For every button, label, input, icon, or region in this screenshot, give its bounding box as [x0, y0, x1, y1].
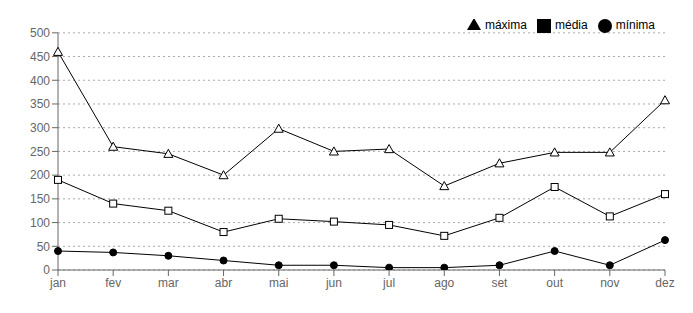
svg-text:set: set — [491, 276, 508, 290]
svg-text:dez: dez — [655, 276, 674, 290]
svg-text:mar: mar — [158, 276, 179, 290]
svg-text:250: 250 — [30, 145, 50, 159]
html-text:mínima: mínima — [615, 18, 655, 32]
svg-text:350: 350 — [30, 97, 50, 111]
svg-text:100: 100 — [30, 216, 50, 230]
svg-text:400: 400 — [30, 74, 50, 88]
svg-text:500: 500 — [30, 26, 50, 40]
svg-text:450: 450 — [30, 50, 50, 64]
svg-text:200: 200 — [30, 168, 50, 182]
svg-text:mai: mai — [269, 276, 288, 290]
svg-text:0: 0 — [43, 263, 50, 277]
svg-text:50: 50 — [37, 240, 51, 254]
svg-text:ago: ago — [434, 276, 454, 290]
svg-text:150: 150 — [30, 192, 50, 206]
svg-text:out: out — [546, 276, 563, 290]
svg-text:jan: jan — [49, 276, 66, 290]
svg-text:abr: abr — [215, 276, 232, 290]
svg-text:fev: fev — [105, 276, 121, 290]
svg-text:300: 300 — [30, 121, 50, 135]
svg-text:jun: jun — [325, 276, 342, 290]
html-text:média: média — [555, 18, 588, 32]
svg-text:nov: nov — [600, 276, 619, 290]
html-text:máxima: máxima — [485, 18, 527, 32]
svg-text:jul: jul — [382, 276, 395, 290]
